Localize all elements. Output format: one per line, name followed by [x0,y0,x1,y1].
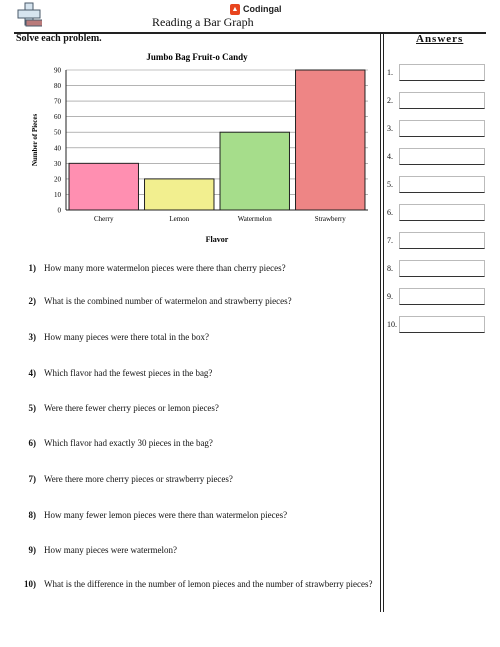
question-item: 10) What is the difference in the number … [16,579,376,590]
answer-field[interactable] [399,64,485,81]
x-tick-label: Lemon [169,215,189,223]
question-item: 4) Which flavor had the fewest pieces in … [16,368,376,379]
answer-number: 4. [387,152,393,161]
y-tick-label: 50 [54,129,62,137]
question-item: 8) How many fewer lemon pieces were there… [16,510,376,521]
question-text: Were there more cherry pieces or strawbe… [44,474,233,484]
x-tick-label: Cherry [94,215,114,223]
bar-lemon [144,178,215,211]
answer-field[interactable] [399,92,485,109]
answer-number: 6. [387,208,393,217]
plus-logo-icon [17,2,42,27]
question-number: 5) [28,403,37,413]
question-item: 6) Which flavor had exactly 30 pieces in … [16,438,376,449]
y-tick-label: 40 [54,144,62,152]
question-number: 4) [28,368,37,378]
y-ticks-group: 0 10 20 30 40 50 60 70 80 90 [54,67,62,215]
answer-number: 5. [387,180,393,189]
question-number: 8) [28,510,37,520]
question-item: 2) What is the combined number of waterme… [16,296,376,307]
answer-field[interactable] [399,288,485,305]
question-item: 9) How many pieces were watermelon? [16,545,376,556]
answer-number: 1. [387,68,393,77]
question-number: 3) [28,332,37,342]
answers-heading: Answers [416,33,464,45]
instructions: Solve each problem. [16,33,102,44]
x-ticks-group: Cherry Lemon Watermelon Strawberry [94,215,346,223]
y-tick-label: 80 [54,82,62,90]
answer-field[interactable] [399,120,485,137]
codingal-badge-icon: ▲ [230,3,240,15]
divider-line [380,34,381,612]
answer-number: 7. [387,236,393,245]
question-text: How many pieces were there total in the … [44,332,209,342]
answer-field[interactable] [399,232,485,249]
x-axis-label: Flavor [206,235,229,244]
question-text: Were there fewer cherry pieces or lemon … [44,403,219,413]
y-tick-label: 0 [58,207,62,215]
question-item: 7) Were there more cherry pieces or straw… [16,474,376,485]
bar-cherry [68,162,139,211]
question-text: How many more watermelon pieces were the… [44,263,286,273]
x-tick-label: Watermelon [238,215,273,223]
brand-logo: ▲ Codingal [230,2,282,16]
answer-number: 10. [387,320,397,329]
question-number: 1) [28,263,37,273]
y-axis-label: Number of Pieces [31,114,39,167]
answer-field[interactable] [399,148,485,165]
question-text: How many fewer lemon pieces were there t… [44,510,288,520]
question-text: How many pieces were watermelon? [44,545,177,555]
y-tick-label: 70 [54,98,62,106]
y-tick-label: 90 [54,67,62,75]
answer-number: 2. [387,96,393,105]
y-tick-label: 20 [54,175,62,183]
question-text: Which flavor had the fewest pieces in th… [44,368,213,378]
bar-chart: Jumbo Bag Fruit-o Candy Flavor Number of… [31,52,368,244]
y-tick-label: 30 [54,160,62,168]
divider-line-inner [383,34,384,612]
question-text: What is the difference in the number of … [44,579,373,589]
chart-title: Jumbo Bag Fruit-o Candy [146,52,248,62]
answer-number: 8. [387,264,393,273]
answer-number: 3. [387,124,393,133]
bar-watermelon [219,131,290,211]
answer-field[interactable] [399,260,485,277]
bar-strawberry [295,69,366,211]
answer-field[interactable] [399,176,485,193]
y-tick-label: 10 [54,191,62,199]
page-title: Reading a Bar Graph [152,15,254,29]
question-item: 1) How many more watermelon pieces were t… [16,263,376,274]
question-text: What is the combined number of watermelo… [44,296,292,306]
question-item: 3) How many pieces were there total in th… [16,332,376,343]
answer-number: 9. [387,292,393,301]
question-number: 10) [24,579,36,589]
bars-group [68,69,366,211]
x-tick-label: Strawberry [315,215,347,223]
question-item: 5) Were there fewer cherry pieces or lemo… [16,403,376,414]
answer-field[interactable] [399,316,485,333]
question-number: 6) [28,438,37,448]
question-number: 7) [28,474,37,484]
y-tick-label: 60 [54,113,62,121]
question-number: 2) [28,296,37,306]
header-rule [14,32,486,34]
question-text: Which flavor had exactly 30 pieces in th… [44,438,213,448]
brand-name: Codingal [243,4,282,14]
question-number: 9) [28,545,37,555]
answer-field[interactable] [399,204,485,221]
